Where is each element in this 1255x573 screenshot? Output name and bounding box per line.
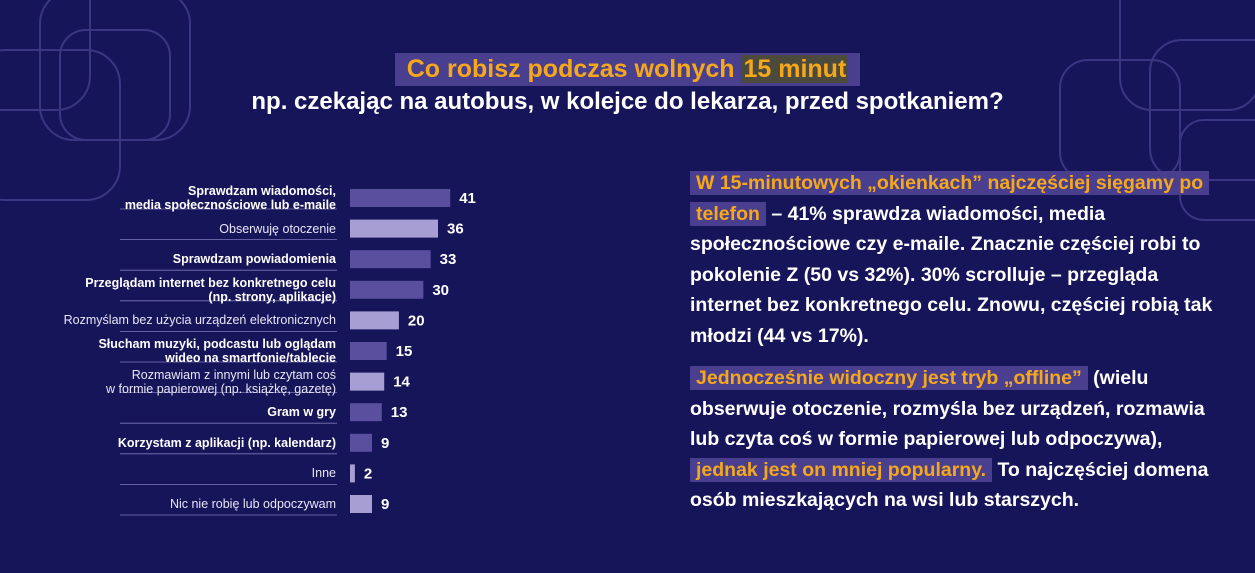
category-label-line: Rozmawiam z innymi lub czytam coś — [131, 367, 336, 382]
category-label: Nic nie robię lub odpoczywam — [10, 497, 336, 511]
category-label-line: (np. strony, aplikacje) — [208, 289, 336, 304]
bar-value-label: 36 — [447, 221, 464, 238]
bar-value-label: 15 — [396, 343, 413, 360]
bar — [350, 372, 385, 391]
bar-value-label: 9 — [381, 435, 389, 452]
category-label: Korzystam z aplikacji (np. kalendarz) — [10, 436, 336, 450]
category-label: Rozmawiam z innymi lub czytam coś w formi… — [10, 368, 336, 396]
bar — [350, 189, 451, 207]
category-label-line: Przeglądam internet bez konkretnego celu — [85, 275, 336, 290]
bar — [350, 464, 355, 483]
bar — [350, 311, 399, 330]
title-prefix: Co robisz podczas wolnych — [406, 55, 735, 83]
title-line-1: Co robisz podczas wolnych 15 minut — [394, 53, 861, 86]
bar-value-label: 41 — [459, 190, 476, 207]
category-label: Słucham muzyki, podcastu lub oglądam wide… — [10, 337, 336, 365]
category-label-line: Sprawdzam powiadomienia — [172, 252, 336, 267]
category-label: Inne — [10, 466, 336, 480]
category-label-line: Rozmyślam bez użycia urządzeń elektronic… — [63, 313, 336, 328]
bar-value-label: 33 — [440, 251, 457, 268]
bar — [350, 403, 382, 422]
bar — [350, 495, 372, 513]
category-label: Sprawdzam wiadomości, media społecznościo… — [10, 184, 336, 212]
commentary-panel: W 15-minutowych „okienkach” najczęściej … — [690, 168, 1220, 516]
commentary-highlight-2: Jednocześnie widoczny jest tryb „offline… — [690, 366, 1088, 390]
bar — [350, 433, 372, 452]
category-label-line: Słucham muzyki, podcastu lub oglądam — [98, 337, 336, 351]
commentary-paragraph-1: W 15-minutowych „okienkach” najczęściej … — [690, 168, 1220, 351]
commentary-text-1: – 41% sprawdza wiadomości, media społecz… — [690, 202, 1213, 347]
category-label: Przeglądam internet bez konkretnego celu… — [10, 276, 336, 304]
category-label-line: Gram w gry — [267, 405, 336, 420]
commentary-text-2: (wielu obserwuje otoczenie, rozmyśla bez… — [690, 367, 1205, 450]
bar-value-label: 20 — [408, 312, 425, 329]
category-label-line: w formie papierowej (np. książkę, gazetę… — [106, 381, 336, 396]
category-label-line: Korzystam z aplikacji (np. kalendarz) — [117, 435, 336, 450]
commentary-highlight-3: jednak jest on mniej popularny. — [690, 457, 993, 482]
category-label: Gram w gry — [10, 405, 336, 419]
category-label-line: Inne — [311, 466, 336, 481]
category-label: Sprawdzam powiadomienia — [10, 252, 336, 266]
bar-value-label: 30 — [432, 282, 449, 299]
commentary-text-3: To najczęściej domena osób mieszkających… — [690, 458, 1209, 512]
bar — [350, 280, 424, 299]
category-label-line: Sprawdzam wiadomości, — [188, 184, 336, 198]
title-highlight: 15 minut — [741, 55, 849, 83]
bar-value-label: 13 — [391, 404, 408, 421]
chart-title: Co robisz podczas wolnych 15 minut np. c… — [0, 53, 1255, 117]
category-label: Rozmyślam bez użycia urządzeń elektronic… — [10, 313, 336, 327]
bar-value-label: 2 — [364, 465, 372, 482]
bar — [350, 250, 431, 269]
category-label: Obserwuję otoczenie — [10, 222, 336, 236]
commentary-paragraph-2: Jednocześnie widoczny jest tryb „offline… — [690, 363, 1220, 516]
category-label-line: media społecznościowe lub e-maile — [124, 198, 336, 212]
bar-value-label: 14 — [393, 374, 410, 391]
bar-value-label: 9 — [381, 496, 389, 513]
bar — [350, 342, 387, 360]
bar — [350, 219, 438, 238]
title-line-2: np. czekając na autobus, w kolejce do le… — [251, 88, 1004, 115]
bar-chart: 41 36 33 30 20 15 14 13 9 2 9 Sprawdzam wiadomości… — [0, 180, 640, 525]
category-label-line: Obserwuję otoczenie — [219, 221, 336, 236]
category-label-line: Nic nie robię lub odpoczywam — [169, 497, 336, 511]
category-label-line: wideo na smartfonie/tablecie — [165, 351, 336, 365]
